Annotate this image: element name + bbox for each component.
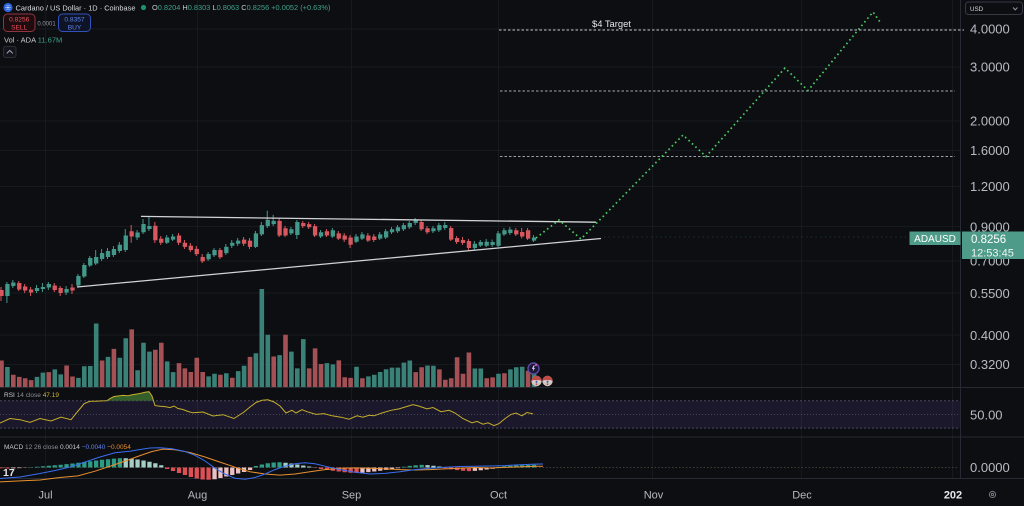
svg-text:4.0000: 4.0000 — [970, 22, 1010, 37]
svg-text:0.8357: 0.8357 — [64, 17, 85, 24]
svg-text:2.0000: 2.0000 — [970, 114, 1010, 129]
svg-text:0.4000: 0.4000 — [970, 328, 1010, 343]
svg-text:0.9000: 0.9000 — [970, 220, 1010, 235]
svg-text:MACD 12 26 close 0.0014 −0.0: MACD 12 26 close 0.0014 −0.0040 −0.0054 — [4, 444, 131, 451]
svg-text:Oct: Oct — [490, 490, 507, 502]
svg-text:RSI 14 close 47.19: RSI 14 close 47.19 — [4, 392, 59, 399]
svg-text:Nov: Nov — [644, 490, 664, 502]
svg-text:17: 17 — [3, 467, 15, 479]
svg-text:202: 202 — [944, 490, 962, 502]
svg-text:O0.8204 H0.8303 L0.8063 C0.825: O0.8204 H0.8303 L0.8063 C0.8256 +0.0052 … — [152, 3, 330, 12]
svg-text:3.0000: 3.0000 — [970, 60, 1010, 75]
svg-text:$4 Target: $4 Target — [592, 18, 631, 29]
svg-text:Sep: Sep — [342, 490, 362, 502]
svg-text:SELL: SELL — [11, 24, 27, 31]
svg-text:0.0001: 0.0001 — [37, 22, 56, 28]
svg-text:0.3200: 0.3200 — [970, 357, 1010, 372]
svg-text:ADAUSD: ADAUSD — [914, 234, 956, 245]
svg-text:0.5500: 0.5500 — [970, 286, 1010, 301]
svg-text:0.8256: 0.8256 — [971, 234, 1006, 246]
svg-text:Vol · ADA 11.67M: Vol · ADA 11.67M — [4, 36, 62, 45]
svg-text:0.0000: 0.0000 — [970, 460, 1010, 475]
svg-text:Cardano / US Dollar · 1D · Coi: Cardano / US Dollar · 1D · Coinbase — [16, 4, 136, 13]
svg-text:Dec: Dec — [792, 490, 812, 502]
svg-text:BUY: BUY — [68, 24, 82, 31]
svg-text:Aug: Aug — [188, 490, 208, 502]
svg-text:Jul: Jul — [38, 490, 52, 502]
svg-text:12:53:45: 12:53:45 — [971, 248, 1014, 260]
svg-text:1.6000: 1.6000 — [970, 143, 1010, 158]
svg-text:0.8256: 0.8256 — [9, 17, 30, 24]
svg-text:1.2000: 1.2000 — [970, 179, 1010, 194]
svg-text:USD: USD — [970, 6, 984, 13]
svg-text:50.00: 50.00 — [970, 408, 1003, 423]
